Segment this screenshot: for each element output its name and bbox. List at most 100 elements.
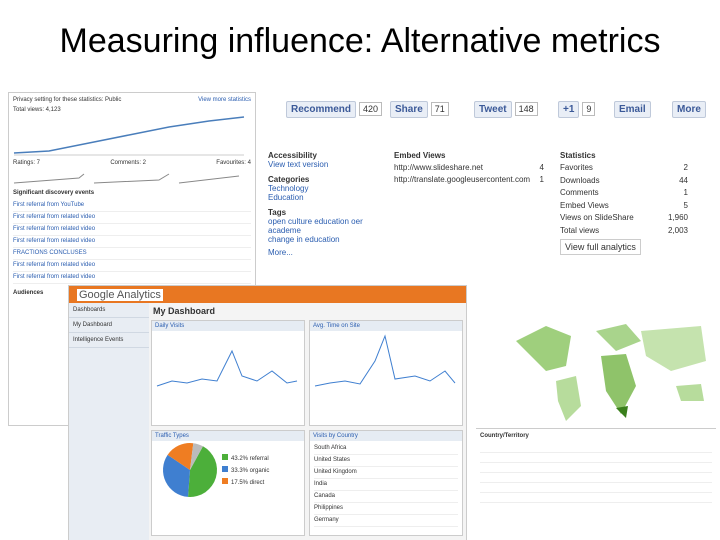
tag-link[interactable]: open culture education oer academe — [268, 217, 363, 235]
legend-swatch — [222, 478, 228, 484]
widget-title: Traffic Types — [152, 431, 304, 441]
share-label[interactable]: Recommend — [286, 100, 357, 118]
share-label[interactable]: More — [672, 100, 706, 118]
stat-row: Embed Views 5 — [560, 200, 688, 213]
widget: Traffic Types 43.2% referral 33.3% organic… — [151, 430, 305, 536]
share-count: 420 — [359, 102, 383, 116]
share-button[interactable]: More — [672, 98, 706, 120]
stat-row: Favorites 2 — [560, 162, 688, 175]
section-heading: Accessibility — [268, 151, 317, 160]
share-button[interactable]: +1 9 — [558, 98, 596, 120]
stat-label: Comments — [560, 188, 599, 197]
section-heading: Embed Views — [394, 151, 446, 160]
stat-label: Downloads — [560, 175, 600, 185]
link[interactable]: View text version — [268, 160, 329, 169]
stat-label: Views on SlideShare — [560, 213, 634, 222]
share-bar: Recommend 420 Share 71 Tweet 148 +1 9 Email More — [286, 98, 706, 120]
widget: Avg. Time on Site — [309, 320, 463, 426]
share-button[interactable]: Tweet 148 — [474, 98, 538, 120]
embed-row: http://translate.googleusercontent.com 1 — [394, 174, 544, 186]
country-name: United Kingdom — [314, 467, 458, 479]
legend-swatch — [222, 466, 228, 472]
menu-item[interactable]: My Dashboard — [69, 318, 149, 333]
menu-item[interactable]: Dashboards — [69, 303, 149, 318]
share-button[interactable]: Recommend 420 — [286, 98, 383, 120]
section-heading: Categories — [268, 175, 310, 184]
stat-row: Comments 1 — [560, 187, 688, 200]
pie-legend: 43.2% referral 33.3% organic 17.5% direct — [222, 453, 269, 489]
legend-swatch — [222, 454, 228, 460]
sparkline — [156, 349, 298, 387]
country-name: South Africa — [314, 443, 458, 455]
share-count: 148 — [514, 102, 538, 116]
views-chart — [13, 116, 245, 156]
embed-count: 4 — [539, 163, 544, 172]
privacy: Privacy setting for these statistics: Pu… — [13, 97, 122, 103]
event-row: First referral from related video — [13, 260, 251, 272]
stat-value: 44 — [679, 175, 688, 185]
widget: Daily Visits — [151, 320, 305, 426]
embed-count: 1 — [539, 175, 544, 184]
event-row: First referral from related video — [13, 236, 251, 248]
sparkline — [314, 334, 456, 387]
stat-row: Total views 2,003 — [560, 225, 688, 238]
event-row: First referral from related video — [13, 212, 251, 224]
embed-row: http://www.slideshare.net 4 — [394, 162, 544, 174]
section-heading: Tags — [268, 208, 287, 217]
analytics-brand: Google Analytics — [77, 289, 163, 301]
legend-label: 17.5% direct — [231, 480, 265, 486]
share-label[interactable]: Share — [390, 100, 428, 118]
view-more[interactable]: View more statistics — [198, 97, 251, 103]
widget-title: Visits by Country — [310, 431, 462, 441]
share-button[interactable]: Share 71 — [390, 98, 449, 120]
comments: Comments: 2 — [110, 160, 146, 166]
event-row: First referral from related video — [13, 272, 251, 284]
stat-label: Total views — [560, 225, 600, 235]
legend-label: 43.2% referral — [231, 456, 269, 462]
stat-label: Favorites — [560, 163, 593, 172]
legend-entry: 43.2% referral — [222, 453, 269, 465]
country-table: South Africa United States United Kingdom I… — [310, 441, 462, 529]
stat-value: 2 — [683, 163, 688, 172]
stat-value: 1 — [683, 188, 688, 197]
event-row: FRACTIONS CONCLUSES — [13, 248, 251, 260]
share-count: 71 — [430, 102, 449, 116]
map-panel: Country/Territory — [476, 296, 716, 540]
favourites: Favourites: 4 — [216, 160, 251, 166]
event-row: First referral from related video — [13, 224, 251, 236]
category-link[interactable]: Technology — [268, 184, 309, 193]
widget-title: Avg. Time on Site — [310, 321, 462, 331]
stat-row: Views on SlideShare 1,960 — [560, 212, 688, 225]
analytics-panel: Google Analytics Dashboards My Dashboard I… — [68, 285, 467, 540]
stat-label: Embed Views — [560, 200, 609, 210]
widget-title: Daily Visits — [152, 321, 304, 331]
share-count: 9 — [582, 102, 596, 116]
audiences: Audiences — [13, 290, 44, 296]
slide-title: Measuring influence: Alternative metrics — [59, 22, 661, 60]
legend-entry: 33.3% organic — [222, 465, 269, 477]
more-link[interactable]: More... — [268, 248, 293, 257]
share-label[interactable]: Email — [614, 100, 651, 118]
country-name: Germany — [314, 515, 458, 527]
share-label[interactable]: Tweet — [474, 100, 512, 118]
stat-value: 5 — [683, 200, 688, 210]
legend-label: 33.3% organic — [231, 468, 270, 474]
event-row: First referral from YouTube — [13, 200, 251, 212]
menu-item[interactable]: Intelligence Events — [69, 333, 149, 348]
legend-entry: 17.5% direct — [222, 477, 269, 489]
stat-value: 2,003 — [667, 225, 688, 235]
full-analytics-button[interactable]: View full analytics — [560, 239, 641, 255]
embed-url: http://translate.googleusercontent.com — [394, 175, 531, 184]
stat-value: 1,960 — [667, 213, 688, 222]
country-name: India — [314, 479, 458, 491]
stat-row: Downloads 44 — [560, 175, 688, 188]
share-label[interactable]: +1 — [558, 100, 580, 118]
events-heading: Significant discovery events — [13, 190, 95, 196]
category-link[interactable]: Education — [268, 193, 304, 202]
share-button[interactable]: Email — [614, 98, 651, 120]
section-heading: Statistics — [560, 151, 596, 160]
total-views: Total views: 4,123 — [13, 107, 61, 113]
country-name: Canada — [314, 491, 458, 503]
tag-link[interactable]: change in education — [268, 235, 340, 244]
